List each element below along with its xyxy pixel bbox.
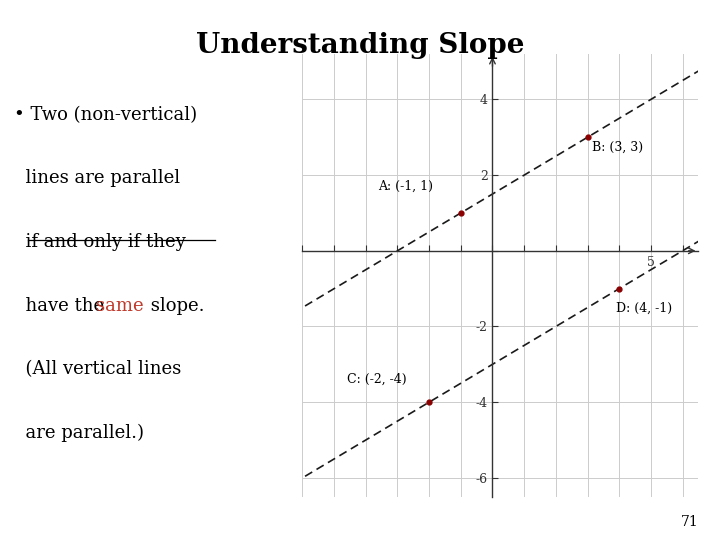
Text: slope.: slope. xyxy=(145,296,205,315)
Text: (All vertical lines: (All vertical lines xyxy=(14,360,181,379)
Text: if and only if they: if and only if they xyxy=(14,233,186,251)
Text: Understanding Slope: Understanding Slope xyxy=(196,32,524,59)
Text: D: (4, -1): D: (4, -1) xyxy=(616,301,672,314)
Text: C: (-2, -4): C: (-2, -4) xyxy=(347,373,406,386)
Text: A: (-1, 1): A: (-1, 1) xyxy=(379,180,433,193)
Text: • Two (non-vertical): • Two (non-vertical) xyxy=(14,106,197,124)
Text: lines are parallel: lines are parallel xyxy=(14,170,181,187)
Text: same: same xyxy=(96,296,144,315)
Text: 71: 71 xyxy=(680,515,698,529)
Text: are parallel.): are parallel.) xyxy=(14,424,145,442)
Text: have the: have the xyxy=(14,296,110,315)
Text: B: (3, 3): B: (3, 3) xyxy=(593,140,644,153)
